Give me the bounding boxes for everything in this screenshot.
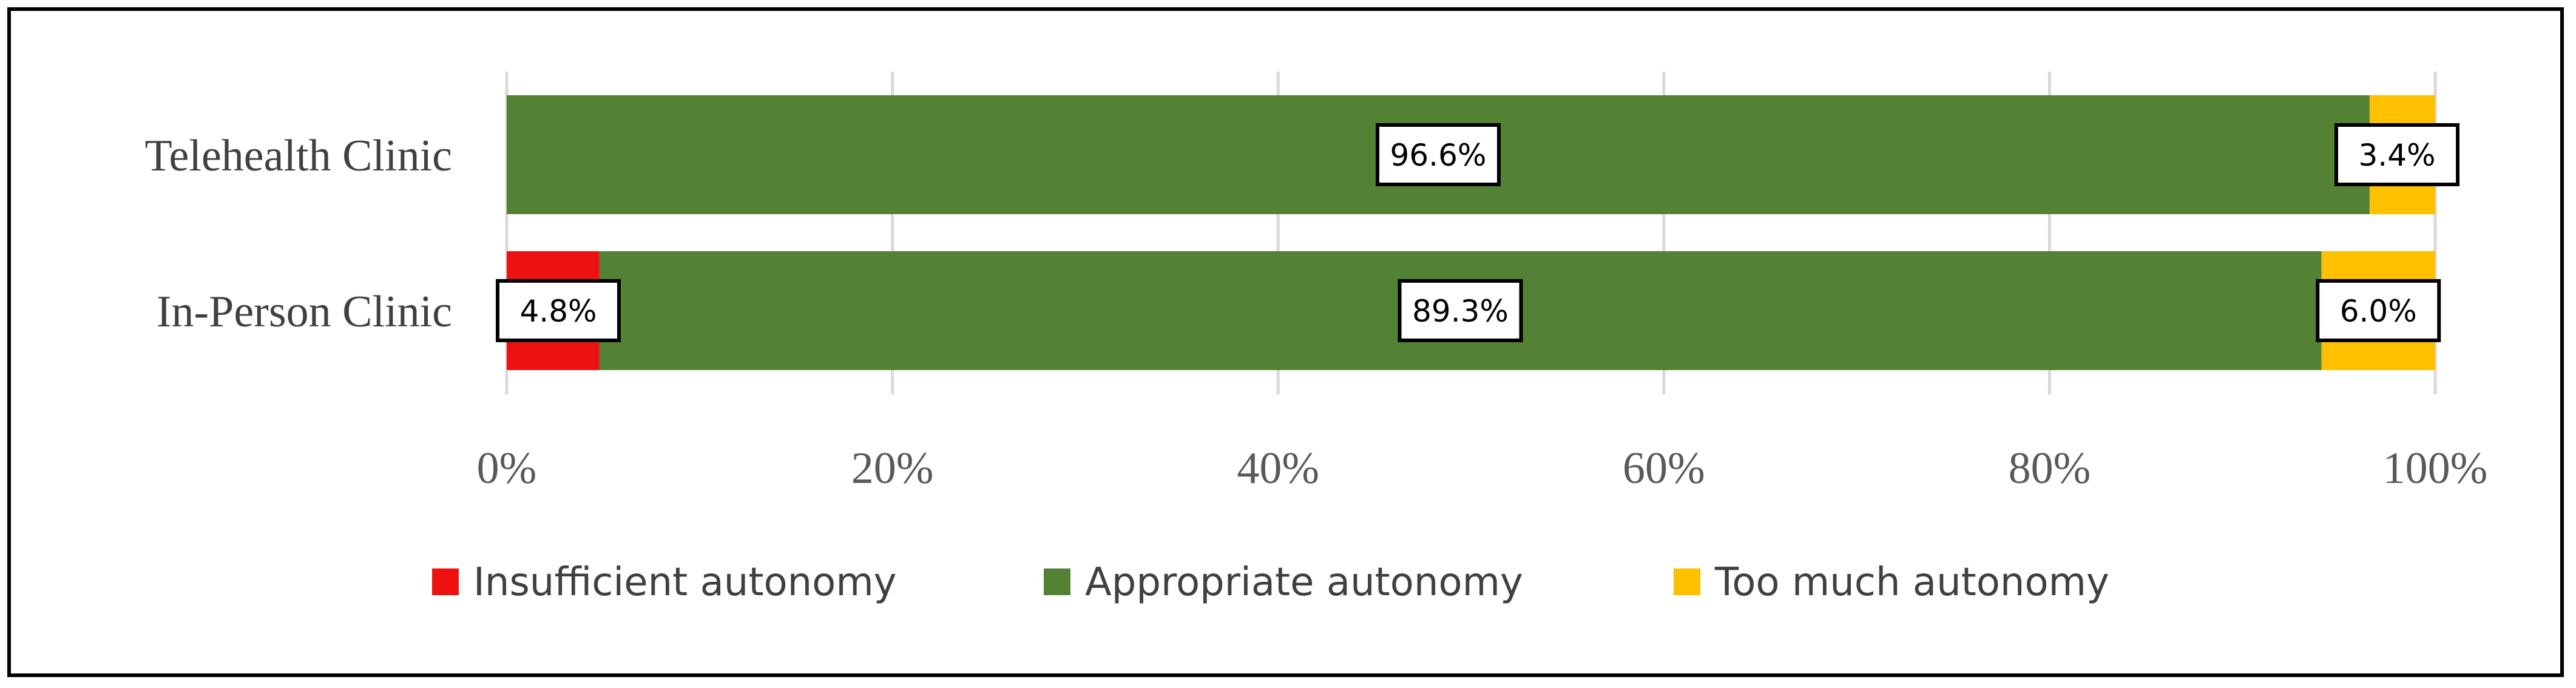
x-axis-tick-labels: 0% 20% 40% 60% 80% 100%: [477, 443, 2488, 493]
category-labels: Telehealth Clinic In-Person Clinic: [145, 131, 452, 337]
data-label-box: [2316, 279, 2441, 342]
x-tick-label: 0%: [477, 443, 537, 493]
data-label: 4.8%: [519, 294, 597, 329]
x-tick-label: 20%: [851, 443, 934, 493]
data-label: 3.4%: [2358, 138, 2435, 173]
data-label: 89.3%: [1412, 294, 1509, 329]
data-label: 6.0%: [2340, 294, 2417, 329]
legend-label: Appropriate autonomy: [1085, 560, 1523, 605]
legend-swatch: [1674, 568, 1700, 595]
x-tick-label: 100%: [2383, 443, 2488, 493]
data-label: 96.6%: [1390, 138, 1487, 173]
x-tick-label: 60%: [1623, 443, 1705, 493]
data-label-box: [1375, 123, 1501, 186]
category-label: In-Person Clinic: [157, 287, 452, 337]
data-label-box: [2334, 123, 2459, 186]
x-tick-label: 40%: [1237, 443, 1319, 493]
data-label-box: [496, 279, 621, 342]
x-tick-label: 80%: [2009, 443, 2091, 493]
data-labels: 96.6% 3.4% 4.8% 89.3% 6.0%: [496, 123, 2459, 342]
legend-swatch: [432, 568, 459, 595]
legend-swatch: [1044, 568, 1070, 595]
category-label: Telehealth Clinic: [145, 131, 452, 181]
data-label-box: [1398, 279, 1523, 342]
legend-label: Too much autonomy: [1714, 560, 2109, 605]
legend-label: Insufficient autonomy: [473, 560, 897, 605]
legend: Insufficient autonomy Appropriate autonom…: [432, 560, 2109, 605]
